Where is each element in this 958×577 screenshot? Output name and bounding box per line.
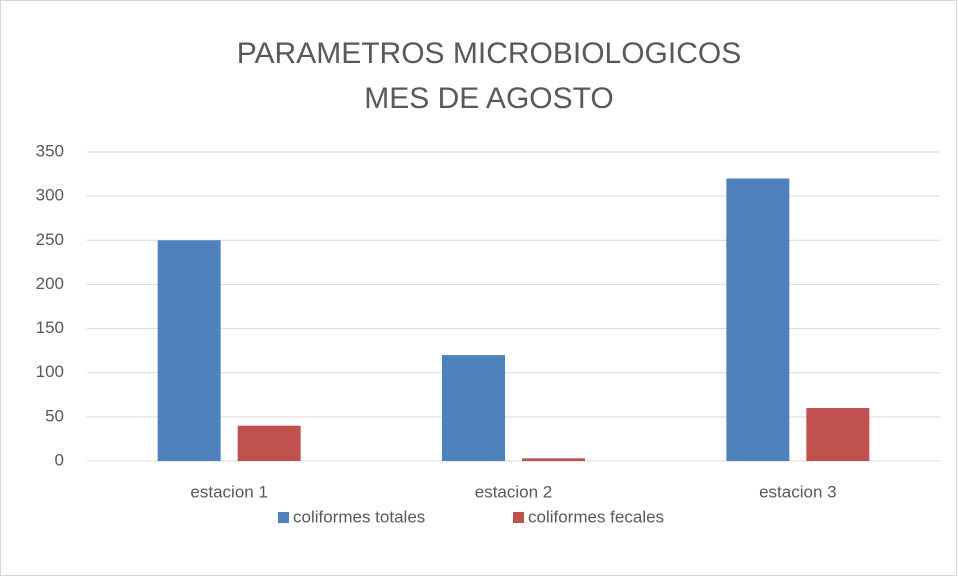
legend-swatch: [278, 512, 289, 523]
y-tick-label: 0: [55, 450, 64, 469]
bar: [806, 408, 870, 461]
chart-title: PARAMETROS MICROBIOLOGICOS: [237, 37, 742, 70]
x-tick-label: estacion 1: [190, 482, 268, 501]
y-tick-label: 200: [36, 274, 64, 293]
bar: [522, 458, 585, 461]
y-tick-label: 150: [36, 318, 64, 337]
bar: [157, 240, 221, 461]
bar: [726, 178, 790, 461]
y-tick-label: 50: [45, 406, 64, 425]
legend-label: coliformes fecales: [528, 507, 664, 526]
bar: [442, 355, 505, 461]
x-tick-label: estacion 3: [759, 482, 837, 501]
chart-title: MES DE AGOSTO: [364, 82, 614, 115]
legend-swatch: [513, 512, 524, 523]
y-tick-label: 100: [36, 362, 64, 381]
x-tick-label: estacion 2: [475, 482, 553, 501]
y-tick-label: 350: [36, 141, 64, 160]
bar: [237, 425, 301, 461]
legend-label: coliformes totales: [293, 507, 425, 526]
y-tick-label: 250: [36, 230, 64, 249]
y-tick-label: 300: [36, 186, 64, 205]
